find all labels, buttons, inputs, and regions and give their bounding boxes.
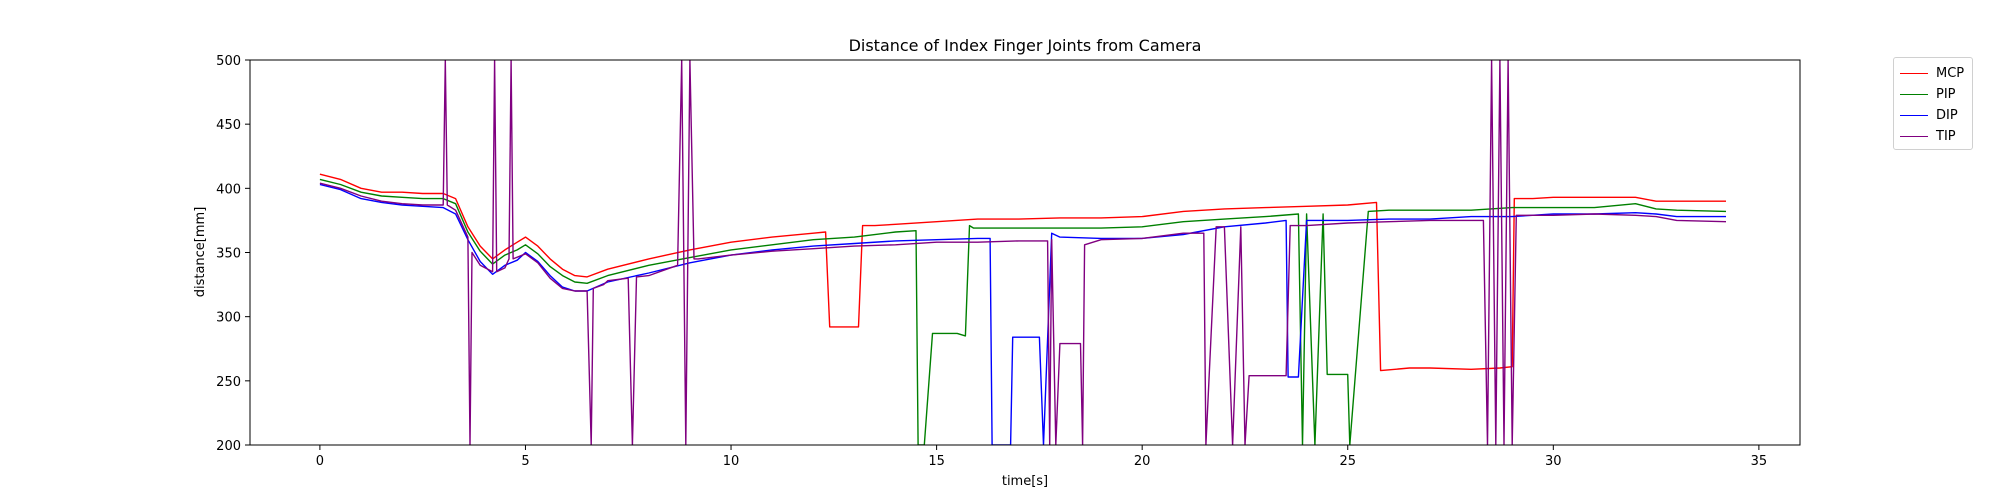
y-tick-label: 250 xyxy=(216,375,241,390)
series-line-pip xyxy=(319,178,1727,445)
y-tick-label: 500 xyxy=(216,54,241,69)
plot-frame xyxy=(249,59,1801,446)
legend-label-mcp: MCP xyxy=(1936,65,1965,81)
x-tick-label: 5 xyxy=(521,454,529,469)
y-tick-label: 450 xyxy=(216,118,241,133)
x-tick-label: 0 xyxy=(316,454,324,469)
x-tick-label: 35 xyxy=(1751,454,1768,469)
legend-label-dip: DIP xyxy=(1936,107,1958,123)
legend-swatch-mcp xyxy=(1900,72,1928,74)
legend-item-mcp: MCP xyxy=(1900,64,1964,82)
series-line-mcp xyxy=(319,173,1726,372)
y-tick-label: 400 xyxy=(216,182,241,197)
y-tick-label: 300 xyxy=(216,311,241,326)
legend-item-dip: DIP xyxy=(1900,106,1958,124)
legend-label-pip: PIP xyxy=(1936,86,1956,102)
y-axis-label: distance[mm] xyxy=(193,207,208,298)
legend-swatch-pip xyxy=(1900,93,1928,95)
x-tick-label: 20 xyxy=(1134,454,1151,469)
legend-swatch-tip xyxy=(1900,135,1928,137)
legend-item-tip: TIP xyxy=(1900,127,1956,145)
y-tick-label: 200 xyxy=(216,439,241,454)
y-tick-label: 350 xyxy=(216,247,241,262)
x-tick-label: 25 xyxy=(1339,454,1356,469)
series-line-tip xyxy=(319,60,1727,445)
legend: MCP PIP DIP TIP xyxy=(1893,57,1973,150)
x-tick-label: 15 xyxy=(928,454,945,469)
x-tick-label: 10 xyxy=(723,454,740,469)
legend-label-tip: TIP xyxy=(1936,128,1956,144)
x-axis-label: time[s] xyxy=(1002,474,1048,489)
x-tick-label: 30 xyxy=(1545,454,1562,469)
legend-swatch-dip xyxy=(1900,114,1928,116)
chart-title: Distance of Index Finger Joints from Cam… xyxy=(849,36,1202,55)
legend-item-pip: PIP xyxy=(1900,85,1956,103)
